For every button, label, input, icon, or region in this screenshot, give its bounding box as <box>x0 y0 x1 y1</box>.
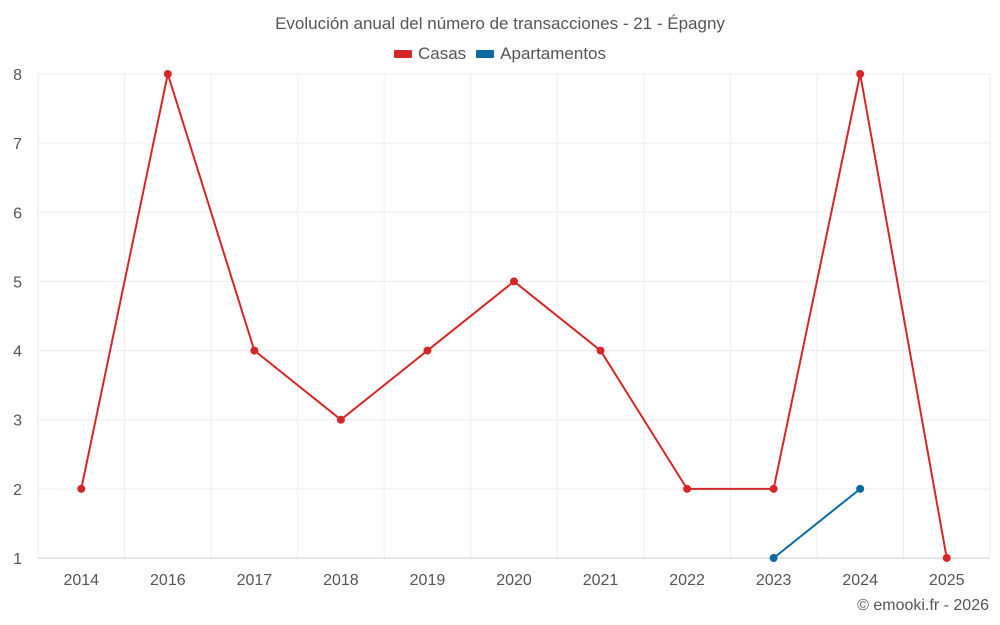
legend-item-apartamentos[interactable]: Apartamentos <box>476 44 606 64</box>
data-point-casas <box>163 70 172 78</box>
legend: Casas Apartamentos <box>0 44 1000 64</box>
x-tick-label: 2018 <box>323 572 359 589</box>
x-tick-label: 2014 <box>63 572 99 589</box>
legend-label-casas: Casas <box>417 44 467 63</box>
data-point-casas <box>769 484 778 493</box>
y-tick-label: 5 <box>13 274 22 291</box>
data-point-casas <box>942 554 951 562</box>
y-tick-label: 4 <box>13 344 22 361</box>
legend-item-casas[interactable]: Casas <box>393 44 467 64</box>
data-point-casas <box>510 277 518 286</box>
y-tick-label: 6 <box>13 205 22 222</box>
y-tick-label: 1 <box>13 551 22 568</box>
legend-swatch-casas <box>393 50 412 58</box>
copyright-text: © emooki.fr - 2026 <box>857 597 989 614</box>
data-point-apartamentos <box>856 484 865 493</box>
data-point-apartamentos <box>769 554 778 562</box>
x-tick-label: 2020 <box>496 572 532 589</box>
legend-label-apartamentos: Apartamentos <box>500 44 607 63</box>
data-point-casas <box>596 346 605 355</box>
series-line-apartamentos <box>773 488 861 559</box>
x-tick-label: 2019 <box>410 572 446 589</box>
x-tick-label: 2024 <box>842 572 878 589</box>
data-point-casas <box>250 346 259 355</box>
data-point-casas <box>856 70 865 78</box>
x-tick-label: 2023 <box>756 572 792 589</box>
y-tick-label: 7 <box>13 136 22 153</box>
chart-title: Evolución anual del número de transaccio… <box>275 14 725 33</box>
x-tick-label: 2025 <box>929 572 965 589</box>
x-tick-label: 2021 <box>583 572 619 589</box>
data-point-casas <box>336 415 345 424</box>
x-tick-label: 2017 <box>237 572 273 589</box>
x-tick-label: 2016 <box>150 572 186 589</box>
y-tick-label: 8 <box>13 67 22 84</box>
data-point-casas <box>77 484 86 493</box>
data-point-casas <box>683 484 692 493</box>
x-tick-label: 2022 <box>669 572 705 589</box>
legend-swatch-apartamentos <box>476 50 495 58</box>
y-tick-label: 2 <box>13 482 22 499</box>
data-point-casas <box>423 346 432 355</box>
y-tick-label: 3 <box>13 413 22 430</box>
